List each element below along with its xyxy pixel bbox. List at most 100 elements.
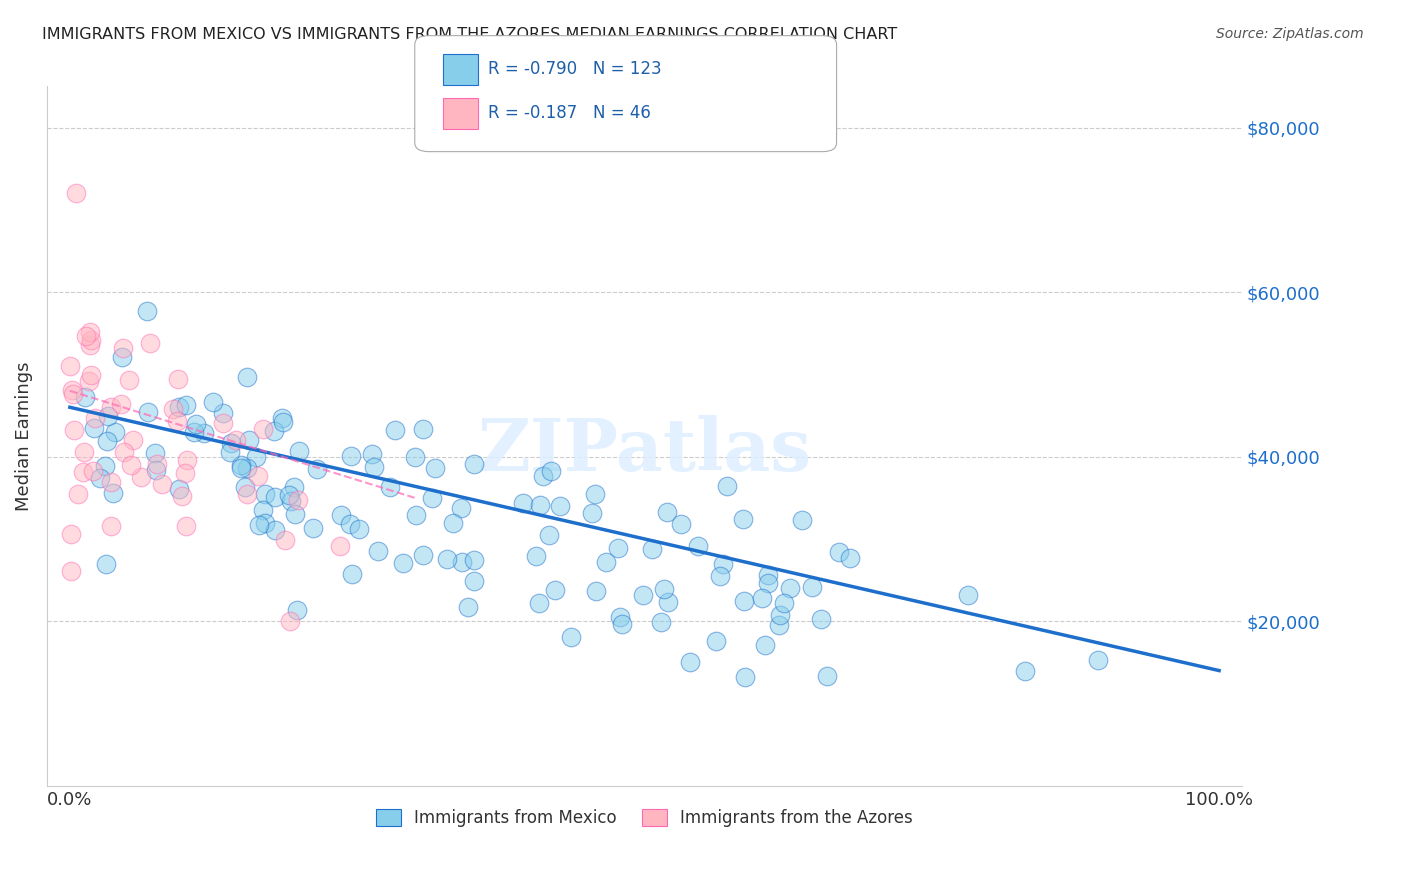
Point <box>436 552 458 566</box>
Point <box>66 487 89 501</box>
Point <box>73 390 96 404</box>
Point <box>512 496 534 510</box>
Point <box>219 445 242 459</box>
Point <box>550 499 572 513</box>
Point <box>254 487 277 501</box>
Point <box>59 359 82 373</box>
Point <box>339 449 361 463</box>
Point <box>219 436 242 450</box>
Point <box>450 500 472 515</box>
Point <box>537 528 560 542</box>
Point <box>273 533 295 548</box>
Point <box>246 469 269 483</box>
Point <box>585 584 607 599</box>
Point <box>83 411 105 425</box>
Point <box>367 544 389 558</box>
Point <box>420 491 443 505</box>
Point <box>110 397 132 411</box>
Point <box>1014 664 1036 678</box>
Point <box>96 434 118 449</box>
Point <box>136 304 159 318</box>
Point <box>463 553 485 567</box>
Point <box>150 477 173 491</box>
Point <box>704 633 727 648</box>
Point <box>524 549 547 564</box>
Point <box>173 467 195 481</box>
Point <box>278 488 301 502</box>
Point <box>247 518 270 533</box>
Point <box>650 615 672 629</box>
Point <box>340 567 363 582</box>
Point <box>583 487 606 501</box>
Point <box>544 582 567 597</box>
Point <box>97 409 120 423</box>
Point <box>72 465 94 479</box>
Point <box>80 333 103 347</box>
Point <box>94 458 117 473</box>
Point <box>146 457 169 471</box>
Point <box>271 415 294 429</box>
Text: ZIPatlas: ZIPatlas <box>478 415 811 485</box>
Point <box>129 470 152 484</box>
Point <box>59 527 82 541</box>
Point <box>79 368 101 383</box>
Point <box>457 600 479 615</box>
Point <box>73 445 96 459</box>
Point <box>236 370 259 384</box>
Text: IMMIGRANTS FROM MEXICO VS IMMIGRANTS FROM THE AZORES MEDIAN EARNINGS CORRELATION: IMMIGRANTS FROM MEXICO VS IMMIGRANTS FRO… <box>42 27 897 42</box>
Point <box>238 433 260 447</box>
Point <box>176 453 198 467</box>
Point <box>423 461 446 475</box>
Point <box>110 350 132 364</box>
Point <box>94 557 117 571</box>
Point <box>143 446 166 460</box>
Point <box>280 494 302 508</box>
Point <box>112 445 135 459</box>
Point <box>145 463 167 477</box>
Point <box>284 507 307 521</box>
Point <box>560 630 582 644</box>
Point <box>60 384 83 398</box>
Point <box>167 372 190 386</box>
Point <box>711 557 734 571</box>
Point <box>75 328 97 343</box>
Point <box>734 670 756 684</box>
Legend: Immigrants from Mexico, Immigrants from the Azores: Immigrants from Mexico, Immigrants from … <box>370 802 920 833</box>
Point <box>669 517 692 532</box>
Point <box>527 597 550 611</box>
Point <box>463 574 485 588</box>
Point <box>709 569 731 583</box>
Point <box>193 425 215 440</box>
Point <box>531 468 554 483</box>
Point <box>236 461 259 475</box>
Point <box>606 541 628 555</box>
Point <box>540 464 562 478</box>
Point <box>174 519 197 533</box>
Point <box>758 568 780 582</box>
Point <box>252 503 274 517</box>
Point <box>212 407 235 421</box>
Point <box>174 398 197 412</box>
Point <box>212 416 235 430</box>
Point <box>288 444 311 458</box>
Point <box>252 422 274 436</box>
Point <box>595 555 617 569</box>
Point <box>62 387 84 401</box>
Point <box>138 404 160 418</box>
Point <box>280 614 302 628</box>
Point <box>63 423 86 437</box>
Point <box>404 450 426 465</box>
Point <box>167 483 190 497</box>
Point <box>686 539 709 553</box>
Text: Source: ZipAtlas.com: Source: ZipAtlas.com <box>1216 27 1364 41</box>
Point <box>60 564 83 578</box>
Point <box>339 517 361 532</box>
Point <box>79 337 101 351</box>
Point <box>450 556 472 570</box>
Point <box>405 508 427 522</box>
Point <box>756 575 779 590</box>
Point <box>801 580 824 594</box>
Point <box>65 186 87 201</box>
Point <box>657 595 679 609</box>
Point <box>441 516 464 530</box>
